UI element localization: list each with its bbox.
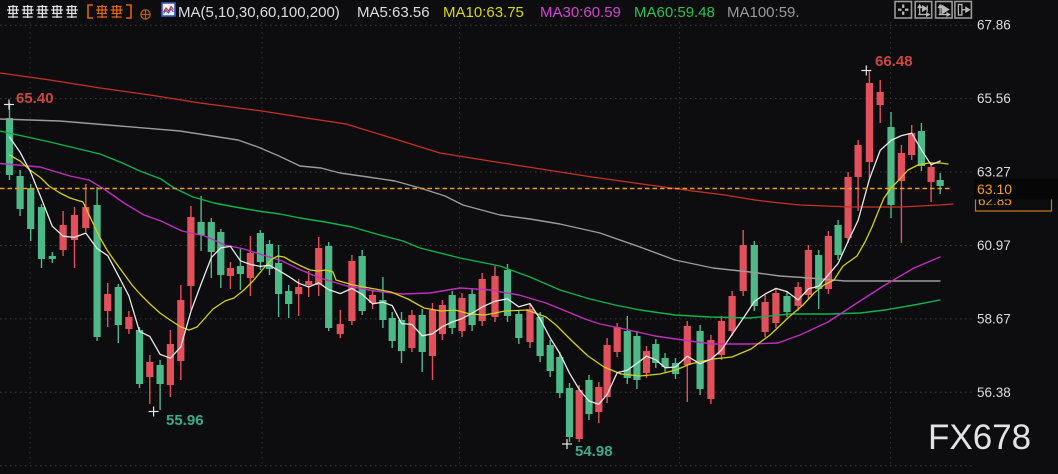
svg-text:65.56: 65.56 [977,91,1011,106]
svg-text:62.85: 62.85 [978,194,1012,209]
svg-text:55.96: 55.96 [166,412,204,429]
svg-text:MA30:60.59: MA30:60.59 [540,4,621,21]
svg-text:54.98: 54.98 [575,443,613,460]
svg-text:MA10:63.75: MA10:63.75 [443,4,524,21]
svg-text:65.40: 65.40 [16,90,54,107]
svg-text:66.48: 66.48 [875,53,913,70]
svg-text:63.10: 63.10 [977,181,1012,197]
svg-text:58.67: 58.67 [977,311,1011,326]
svg-text:FX678: FX678 [928,418,1031,457]
svg-text:60.97: 60.97 [977,238,1011,253]
svg-text:MA100:59.: MA100:59. [727,4,800,21]
svg-text:63.27: 63.27 [977,165,1011,180]
svg-text:MA(5,10,30,60,100,200): MA(5,10,30,60,100,200) [178,4,340,21]
svg-text:56.38: 56.38 [977,385,1011,400]
svg-text:67.86: 67.86 [977,18,1011,33]
svg-text:MA60:59.48: MA60:59.48 [634,4,715,21]
svg-text:MA5:63.56: MA5:63.56 [357,4,430,21]
